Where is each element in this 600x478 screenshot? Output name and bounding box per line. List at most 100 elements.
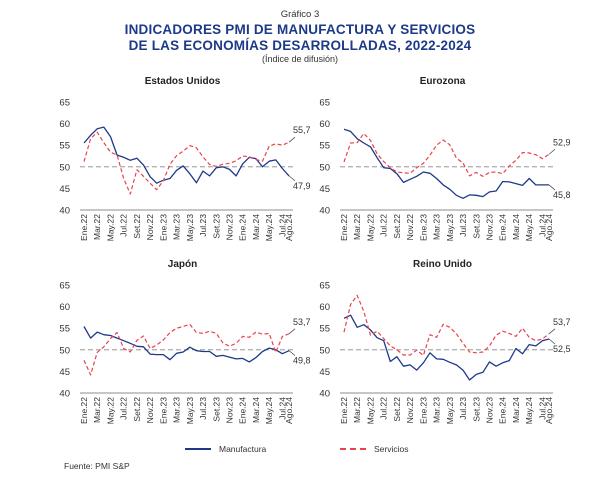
x-tick-label-japon: Set.22	[132, 397, 142, 422]
x-tick-label-reino-unido: May.22	[365, 397, 375, 425]
y-tick-label-eurozona: 55	[319, 141, 330, 152]
series-line-manufacturing-reino-unido	[343, 314, 550, 381]
end-label-leader-services-eurozona	[548, 149, 556, 155]
x-tick-label-japon: Ene.22	[79, 397, 89, 424]
end-label-leader-services-japon	[288, 328, 296, 335]
y-tick-label-eurozona: 40	[319, 206, 330, 217]
figure-title-line2: DE LAS ECONOMÍAS DESARROLLADAS, 2022-202…	[128, 38, 472, 53]
x-tick-label-estados-unidos: May.23	[185, 214, 195, 242]
end-label-manufacturing-estados-unidos: 47,9	[293, 181, 311, 191]
y-tick-label-eurozona: 45	[319, 184, 330, 195]
series-line-manufacturing-eurozona	[343, 128, 549, 199]
x-tick-label-estados-unidos: Nov.22	[145, 214, 155, 241]
x-tick-label-reino-unido: Ago.24	[544, 397, 554, 424]
x-tick-label-japon: Ene.24	[238, 397, 248, 424]
y-tick-label-eurozona: 60	[319, 119, 330, 130]
x-tick-label-japon: Nov.23	[224, 397, 234, 424]
y-tick-label-japon: 50	[59, 345, 70, 356]
x-tick-label-japon: Mar.22	[92, 397, 102, 423]
x-tick-label-eurozona: Nov.23	[484, 214, 494, 241]
x-tick-label-eurozona: Ago.24	[544, 214, 554, 241]
panel-title-reino-unido: Reino Unido	[413, 259, 472, 270]
end-label-leader-manufacturing-japon	[288, 350, 296, 356]
x-tick-label-japon: May.22	[105, 397, 115, 425]
y-tick-label-estados-unidos: 50	[59, 162, 70, 173]
y-tick-label-estados-unidos: 45	[59, 184, 70, 195]
x-tick-label-reino-unido: Jul.23	[458, 397, 468, 420]
x-tick-label-japon: Mar.24	[251, 397, 261, 423]
y-tick-label-eurozona: 65	[319, 98, 330, 109]
x-tick-label-reino-unido: Ene.22	[339, 397, 349, 424]
x-tick-label-eurozona: May.24	[524, 214, 534, 242]
end-label-leader-services-estados-unidos	[288, 136, 296, 143]
x-tick-label-estados-unidos: Jul.22	[119, 214, 129, 237]
series-line-manufacturing-estados-unidos	[83, 126, 290, 184]
panel-title-estados-unidos: Estados Unidos	[145, 76, 221, 87]
x-tick-label-reino-unido: Mar.23	[432, 397, 442, 423]
legend-item-services: Servicios	[340, 444, 408, 454]
x-tick-label-estados-unidos: Jul.24	[277, 214, 287, 237]
x-tick-label-japon: Ago.24	[284, 397, 294, 424]
legend-label-services: Servicios	[374, 444, 409, 454]
x-tick-label-japon: Jul.23	[198, 397, 208, 420]
end-label-services-eurozona: 52,9	[553, 137, 571, 147]
y-tick-label-estados-unidos: 60	[59, 119, 70, 130]
y-tick-label-eurozona: 50	[319, 162, 330, 173]
end-label-leader-manufacturing-estados-unidos	[288, 175, 296, 182]
x-tick-label-japon: May.24	[264, 397, 274, 425]
y-tick-label-japon: 40	[59, 389, 70, 400]
series-line-services-japon	[83, 323, 290, 376]
y-tick-label-japon: 60	[59, 302, 70, 313]
series-line-services-eurozona	[343, 132, 550, 177]
x-tick-label-reino-unido: Ene.24	[498, 397, 508, 424]
x-tick-label-eurozona: Ene.23	[418, 214, 428, 241]
panel-title-eurozona: Eurozona	[420, 76, 466, 87]
x-tick-label-eurozona: Ene.24	[498, 214, 508, 241]
x-tick-label-eurozona: Ene.22	[339, 214, 349, 241]
x-tick-label-eurozona: Nov.22	[405, 214, 415, 241]
figure-subtitle: (Índice de difusión)	[261, 54, 339, 64]
series-line-services-estados-unidos	[83, 131, 290, 195]
panel-title-japon: Japón	[168, 259, 197, 270]
end-label-leader-manufacturing-eurozona	[548, 184, 556, 191]
x-tick-label-estados-unidos: Ene.24	[238, 214, 248, 241]
x-tick-label-estados-unidos: May.22	[105, 214, 115, 242]
x-tick-label-eurozona: May.22	[365, 214, 375, 242]
y-tick-label-japon: 55	[59, 324, 70, 335]
x-tick-label-japon: Ene.23	[158, 397, 168, 424]
x-tick-label-estados-unidos: Nov.23	[224, 214, 234, 241]
end-label-leader-manufacturing-reino-unido	[548, 338, 556, 345]
x-tick-label-estados-unidos: Mar.23	[172, 214, 182, 240]
x-tick-label-eurozona: Jul.22	[379, 214, 389, 237]
y-tick-label-reino-unido: 55	[319, 324, 330, 335]
y-tick-label-estados-unidos: 55	[59, 141, 70, 152]
x-tick-label-reino-unido: Jul.22	[379, 397, 389, 420]
x-tick-label-estados-unidos: Jul.23	[198, 214, 208, 237]
chart-number: Gráfico 3	[280, 9, 320, 20]
y-tick-label-reino-unido: 60	[319, 302, 330, 313]
x-tick-label-reino-unido: Mar.22	[352, 397, 362, 423]
x-tick-label-reino-unido: Jul.24	[537, 397, 547, 420]
legend-swatch-services	[340, 448, 366, 450]
end-label-manufacturing-reino-unido: 52,5	[553, 344, 571, 354]
x-tick-label-eurozona: Mar.24	[511, 214, 521, 240]
x-tick-label-estados-unidos: May.24	[264, 214, 274, 242]
x-tick-label-estados-unidos: Ago.24	[284, 214, 294, 241]
x-tick-label-reino-unido: May.23	[445, 397, 455, 425]
end-label-services-estados-unidos: 55,7	[293, 125, 311, 135]
y-tick-label-reino-unido: 40	[319, 389, 330, 400]
legend-swatch-manufacturing	[185, 448, 211, 450]
x-tick-label-eurozona: Set.22	[392, 214, 402, 239]
x-tick-label-eurozona: Set.23	[471, 214, 481, 239]
x-tick-label-reino-unido: Nov.22	[405, 397, 415, 424]
x-tick-label-reino-unido: May.24	[524, 397, 534, 425]
x-tick-label-eurozona: Mar.23	[432, 214, 442, 240]
x-tick-label-reino-unido: Nov.23	[484, 397, 494, 424]
figure-title-line1: INDICADORES PMI DE MANUFACTURA Y SERVICI…	[124, 22, 476, 37]
x-tick-label-eurozona: Jul.23	[458, 214, 468, 237]
legend-label-manufacturing: Manufactura	[219, 444, 267, 454]
end-label-services-japon: 53,7	[293, 317, 311, 327]
y-tick-label-estados-unidos: 65	[59, 98, 70, 109]
end-label-services-reino-unido: 53,7	[553, 317, 571, 327]
x-tick-label-japon: May.23	[185, 397, 195, 425]
